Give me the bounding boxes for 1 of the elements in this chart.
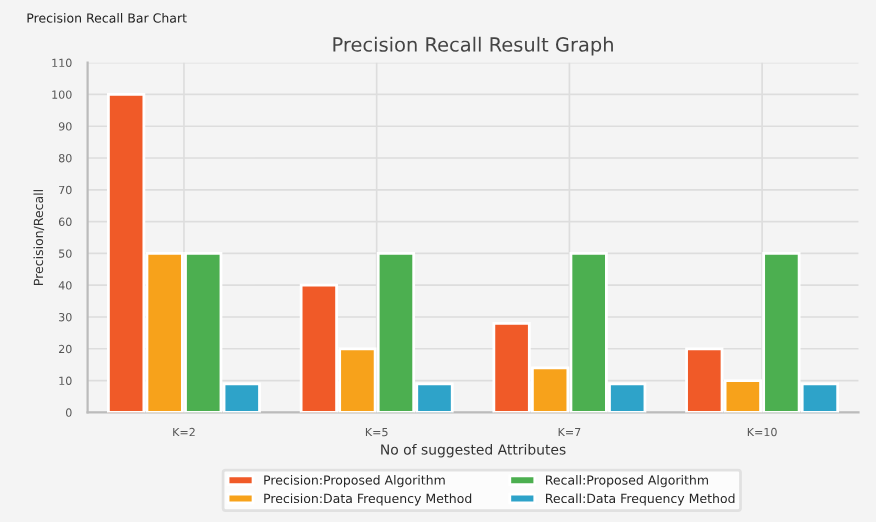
chart-title: Precision Recall Result Graph: [333, 36, 613, 56]
